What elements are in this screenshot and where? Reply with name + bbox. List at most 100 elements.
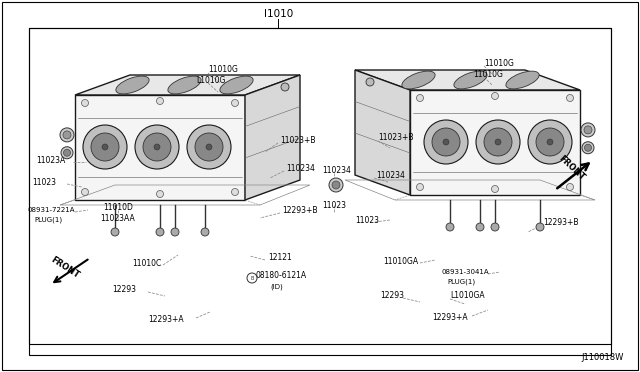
Text: 11023: 11023 [32, 177, 56, 186]
Text: J110018W: J110018W [582, 353, 624, 362]
Circle shape [91, 133, 119, 161]
Circle shape [424, 120, 468, 164]
Circle shape [206, 144, 212, 150]
Text: B: B [250, 276, 253, 280]
Text: 11010G: 11010G [208, 64, 238, 74]
Text: 110234: 110234 [376, 170, 405, 180]
Circle shape [63, 149, 70, 156]
Text: 12293+A: 12293+A [148, 315, 184, 324]
Circle shape [195, 133, 223, 161]
Circle shape [135, 125, 179, 169]
Text: 12293+B: 12293+B [543, 218, 579, 227]
Circle shape [60, 128, 74, 142]
Text: 08931-3041A: 08931-3041A [441, 269, 488, 275]
Polygon shape [355, 70, 410, 195]
Circle shape [143, 133, 171, 161]
Circle shape [171, 228, 179, 236]
Text: 11010GA: 11010GA [383, 257, 418, 266]
Text: L1010GA: L1010GA [450, 292, 484, 301]
Circle shape [417, 94, 424, 102]
Circle shape [232, 189, 239, 196]
Ellipse shape [506, 71, 539, 89]
Text: 11010G: 11010G [473, 70, 503, 78]
Circle shape [332, 181, 340, 189]
Ellipse shape [220, 76, 253, 94]
Circle shape [566, 94, 573, 102]
Circle shape [547, 139, 553, 145]
Text: 11010D: 11010D [103, 202, 133, 212]
Circle shape [329, 178, 343, 192]
Circle shape [581, 123, 595, 137]
Circle shape [492, 186, 499, 192]
Polygon shape [75, 95, 245, 200]
Circle shape [102, 144, 108, 150]
Text: 12121: 12121 [268, 253, 292, 263]
Bar [29, 28, 611, 355]
Circle shape [582, 142, 594, 154]
Polygon shape [245, 75, 300, 200]
Circle shape [584, 144, 591, 151]
Text: 11010C: 11010C [132, 260, 161, 269]
Text: 11023: 11023 [322, 201, 346, 209]
Circle shape [491, 223, 499, 231]
Ellipse shape [454, 71, 487, 89]
Circle shape [63, 131, 71, 139]
Circle shape [446, 223, 454, 231]
Text: PLUG(1): PLUG(1) [447, 279, 475, 285]
Circle shape [61, 147, 73, 159]
Text: 11023AA: 11023AA [100, 214, 135, 222]
Text: PLUG(1): PLUG(1) [34, 217, 62, 223]
Text: 11023+B: 11023+B [378, 132, 413, 141]
Text: 12293: 12293 [380, 292, 404, 301]
Circle shape [495, 139, 501, 145]
Text: 110234: 110234 [322, 166, 351, 174]
Ellipse shape [168, 76, 201, 94]
Text: FRONT: FRONT [49, 256, 81, 280]
Ellipse shape [402, 71, 435, 89]
Circle shape [81, 189, 88, 196]
Circle shape [566, 183, 573, 190]
Circle shape [536, 223, 544, 231]
Polygon shape [410, 90, 580, 195]
Text: 12293+A: 12293+A [432, 314, 468, 323]
Circle shape [83, 125, 127, 169]
Circle shape [81, 99, 88, 106]
Text: 08180-6121A: 08180-6121A [256, 272, 307, 280]
Text: 11023+B: 11023+B [280, 135, 316, 144]
Circle shape [484, 128, 512, 156]
Circle shape [584, 126, 592, 134]
Ellipse shape [116, 76, 149, 94]
Bar [29, 28, 611, 344]
Circle shape [281, 83, 289, 91]
Circle shape [432, 128, 460, 156]
Polygon shape [75, 75, 300, 95]
Text: FRONT: FRONT [557, 154, 587, 182]
Text: (ID): (ID) [270, 284, 283, 290]
Text: 11023A: 11023A [36, 155, 65, 164]
Text: 12293+B: 12293+B [282, 205, 317, 215]
Circle shape [492, 93, 499, 99]
Text: 08931-7221A: 08931-7221A [28, 207, 76, 213]
Circle shape [366, 78, 374, 86]
Circle shape [536, 128, 564, 156]
Text: 110234: 110234 [286, 164, 315, 173]
Text: 12293: 12293 [112, 285, 136, 295]
Text: L1010G: L1010G [196, 76, 225, 84]
Circle shape [156, 228, 164, 236]
Text: 11023: 11023 [355, 215, 379, 224]
Text: I1010: I1010 [264, 9, 293, 19]
Circle shape [417, 183, 424, 190]
Circle shape [157, 97, 163, 105]
Circle shape [232, 99, 239, 106]
Circle shape [157, 190, 163, 198]
Circle shape [201, 228, 209, 236]
Circle shape [476, 223, 484, 231]
Circle shape [187, 125, 231, 169]
Text: 11010G: 11010G [484, 58, 514, 67]
Circle shape [443, 139, 449, 145]
Circle shape [111, 228, 119, 236]
Polygon shape [355, 70, 580, 90]
Circle shape [528, 120, 572, 164]
Circle shape [154, 144, 160, 150]
Circle shape [476, 120, 520, 164]
